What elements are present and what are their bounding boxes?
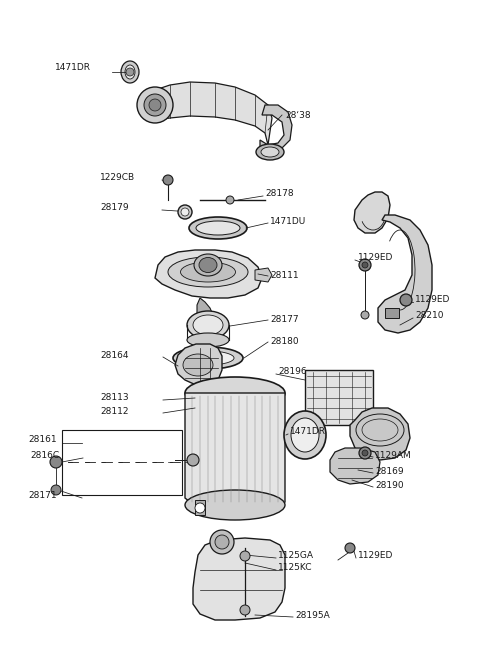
Ellipse shape xyxy=(189,217,247,239)
Circle shape xyxy=(362,450,368,456)
Circle shape xyxy=(226,196,234,204)
Polygon shape xyxy=(185,393,285,508)
Circle shape xyxy=(50,456,62,468)
Text: 1229CB: 1229CB xyxy=(100,173,135,183)
Polygon shape xyxy=(197,298,213,322)
Circle shape xyxy=(240,551,250,561)
Polygon shape xyxy=(193,538,285,620)
Circle shape xyxy=(345,543,355,553)
Text: 28‘38: 28‘38 xyxy=(285,110,311,120)
Text: 28171: 28171 xyxy=(28,491,57,501)
Bar xyxy=(305,370,373,425)
Ellipse shape xyxy=(187,311,229,339)
Circle shape xyxy=(126,68,134,76)
Circle shape xyxy=(149,99,161,111)
Circle shape xyxy=(181,208,189,216)
Text: 28190: 28190 xyxy=(375,480,404,489)
Text: 28180: 28180 xyxy=(270,338,299,346)
Text: 28195A: 28195A xyxy=(295,610,330,620)
Polygon shape xyxy=(350,408,410,460)
Ellipse shape xyxy=(168,257,248,287)
Circle shape xyxy=(187,454,199,466)
Ellipse shape xyxy=(125,65,135,79)
Polygon shape xyxy=(155,250,262,298)
Circle shape xyxy=(400,294,412,306)
Text: 28179: 28179 xyxy=(100,202,129,212)
Text: 28113: 28113 xyxy=(100,394,129,403)
Text: 1125KC: 1125KC xyxy=(278,564,312,572)
Ellipse shape xyxy=(121,61,139,83)
Polygon shape xyxy=(260,105,292,153)
Text: 28112: 28112 xyxy=(100,407,129,417)
Text: 28210: 28210 xyxy=(415,311,444,321)
Polygon shape xyxy=(330,448,380,484)
Circle shape xyxy=(163,175,173,185)
Ellipse shape xyxy=(193,315,223,335)
Text: 28178: 28178 xyxy=(265,189,294,198)
Circle shape xyxy=(210,530,234,554)
Ellipse shape xyxy=(185,490,285,520)
Text: 28111: 28111 xyxy=(270,271,299,281)
Circle shape xyxy=(144,94,166,116)
Text: 1129ED: 1129ED xyxy=(415,296,450,304)
Text: 2816C: 2816C xyxy=(30,451,59,461)
Ellipse shape xyxy=(182,351,234,365)
Bar xyxy=(62,430,182,495)
Polygon shape xyxy=(354,192,390,233)
Polygon shape xyxy=(255,268,272,282)
Ellipse shape xyxy=(284,411,326,459)
Circle shape xyxy=(178,205,192,219)
Text: 1471DR: 1471DR xyxy=(290,428,326,436)
Polygon shape xyxy=(175,344,222,385)
Ellipse shape xyxy=(199,258,217,273)
Circle shape xyxy=(362,262,368,268)
Ellipse shape xyxy=(256,144,284,160)
Ellipse shape xyxy=(194,254,222,276)
Circle shape xyxy=(215,535,229,549)
Ellipse shape xyxy=(187,333,229,347)
Circle shape xyxy=(359,259,371,271)
Ellipse shape xyxy=(291,418,319,452)
Polygon shape xyxy=(378,215,432,333)
Ellipse shape xyxy=(261,147,279,157)
Text: 28161: 28161 xyxy=(28,436,57,445)
Text: 1471DR: 1471DR xyxy=(55,64,91,72)
Text: 1129AM: 1129AM xyxy=(375,451,412,459)
Text: 28177: 28177 xyxy=(270,315,299,325)
Text: 1129ED: 1129ED xyxy=(358,551,394,560)
Circle shape xyxy=(195,503,205,513)
Circle shape xyxy=(359,447,371,459)
Text: 1129ED: 1129ED xyxy=(358,254,394,263)
Text: 28164: 28164 xyxy=(100,350,129,359)
Ellipse shape xyxy=(183,354,213,376)
Circle shape xyxy=(240,605,250,615)
Text: 1471DU: 1471DU xyxy=(270,217,306,227)
Text: 1125GA: 1125GA xyxy=(278,551,314,560)
Circle shape xyxy=(51,485,61,495)
Polygon shape xyxy=(195,500,205,515)
Ellipse shape xyxy=(173,347,243,369)
Text: 28196: 28196 xyxy=(278,367,307,376)
Circle shape xyxy=(361,311,369,319)
Text: 28169: 28169 xyxy=(375,466,404,476)
Ellipse shape xyxy=(185,377,285,409)
Polygon shape xyxy=(155,82,272,145)
Ellipse shape xyxy=(180,262,236,282)
Circle shape xyxy=(137,87,173,123)
Bar xyxy=(385,308,399,318)
Ellipse shape xyxy=(196,221,240,235)
